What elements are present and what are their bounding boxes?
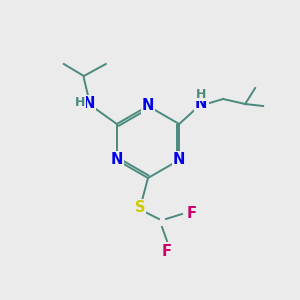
Text: N: N [111, 152, 123, 167]
Text: S: S [135, 200, 145, 215]
Text: N: N [173, 152, 185, 167]
Text: N: N [82, 97, 95, 112]
Text: F: F [187, 206, 197, 221]
Text: H: H [196, 88, 206, 100]
Text: N: N [142, 98, 154, 113]
Text: F: F [162, 244, 172, 259]
Text: N: N [195, 97, 207, 112]
Text: H: H [75, 97, 85, 110]
